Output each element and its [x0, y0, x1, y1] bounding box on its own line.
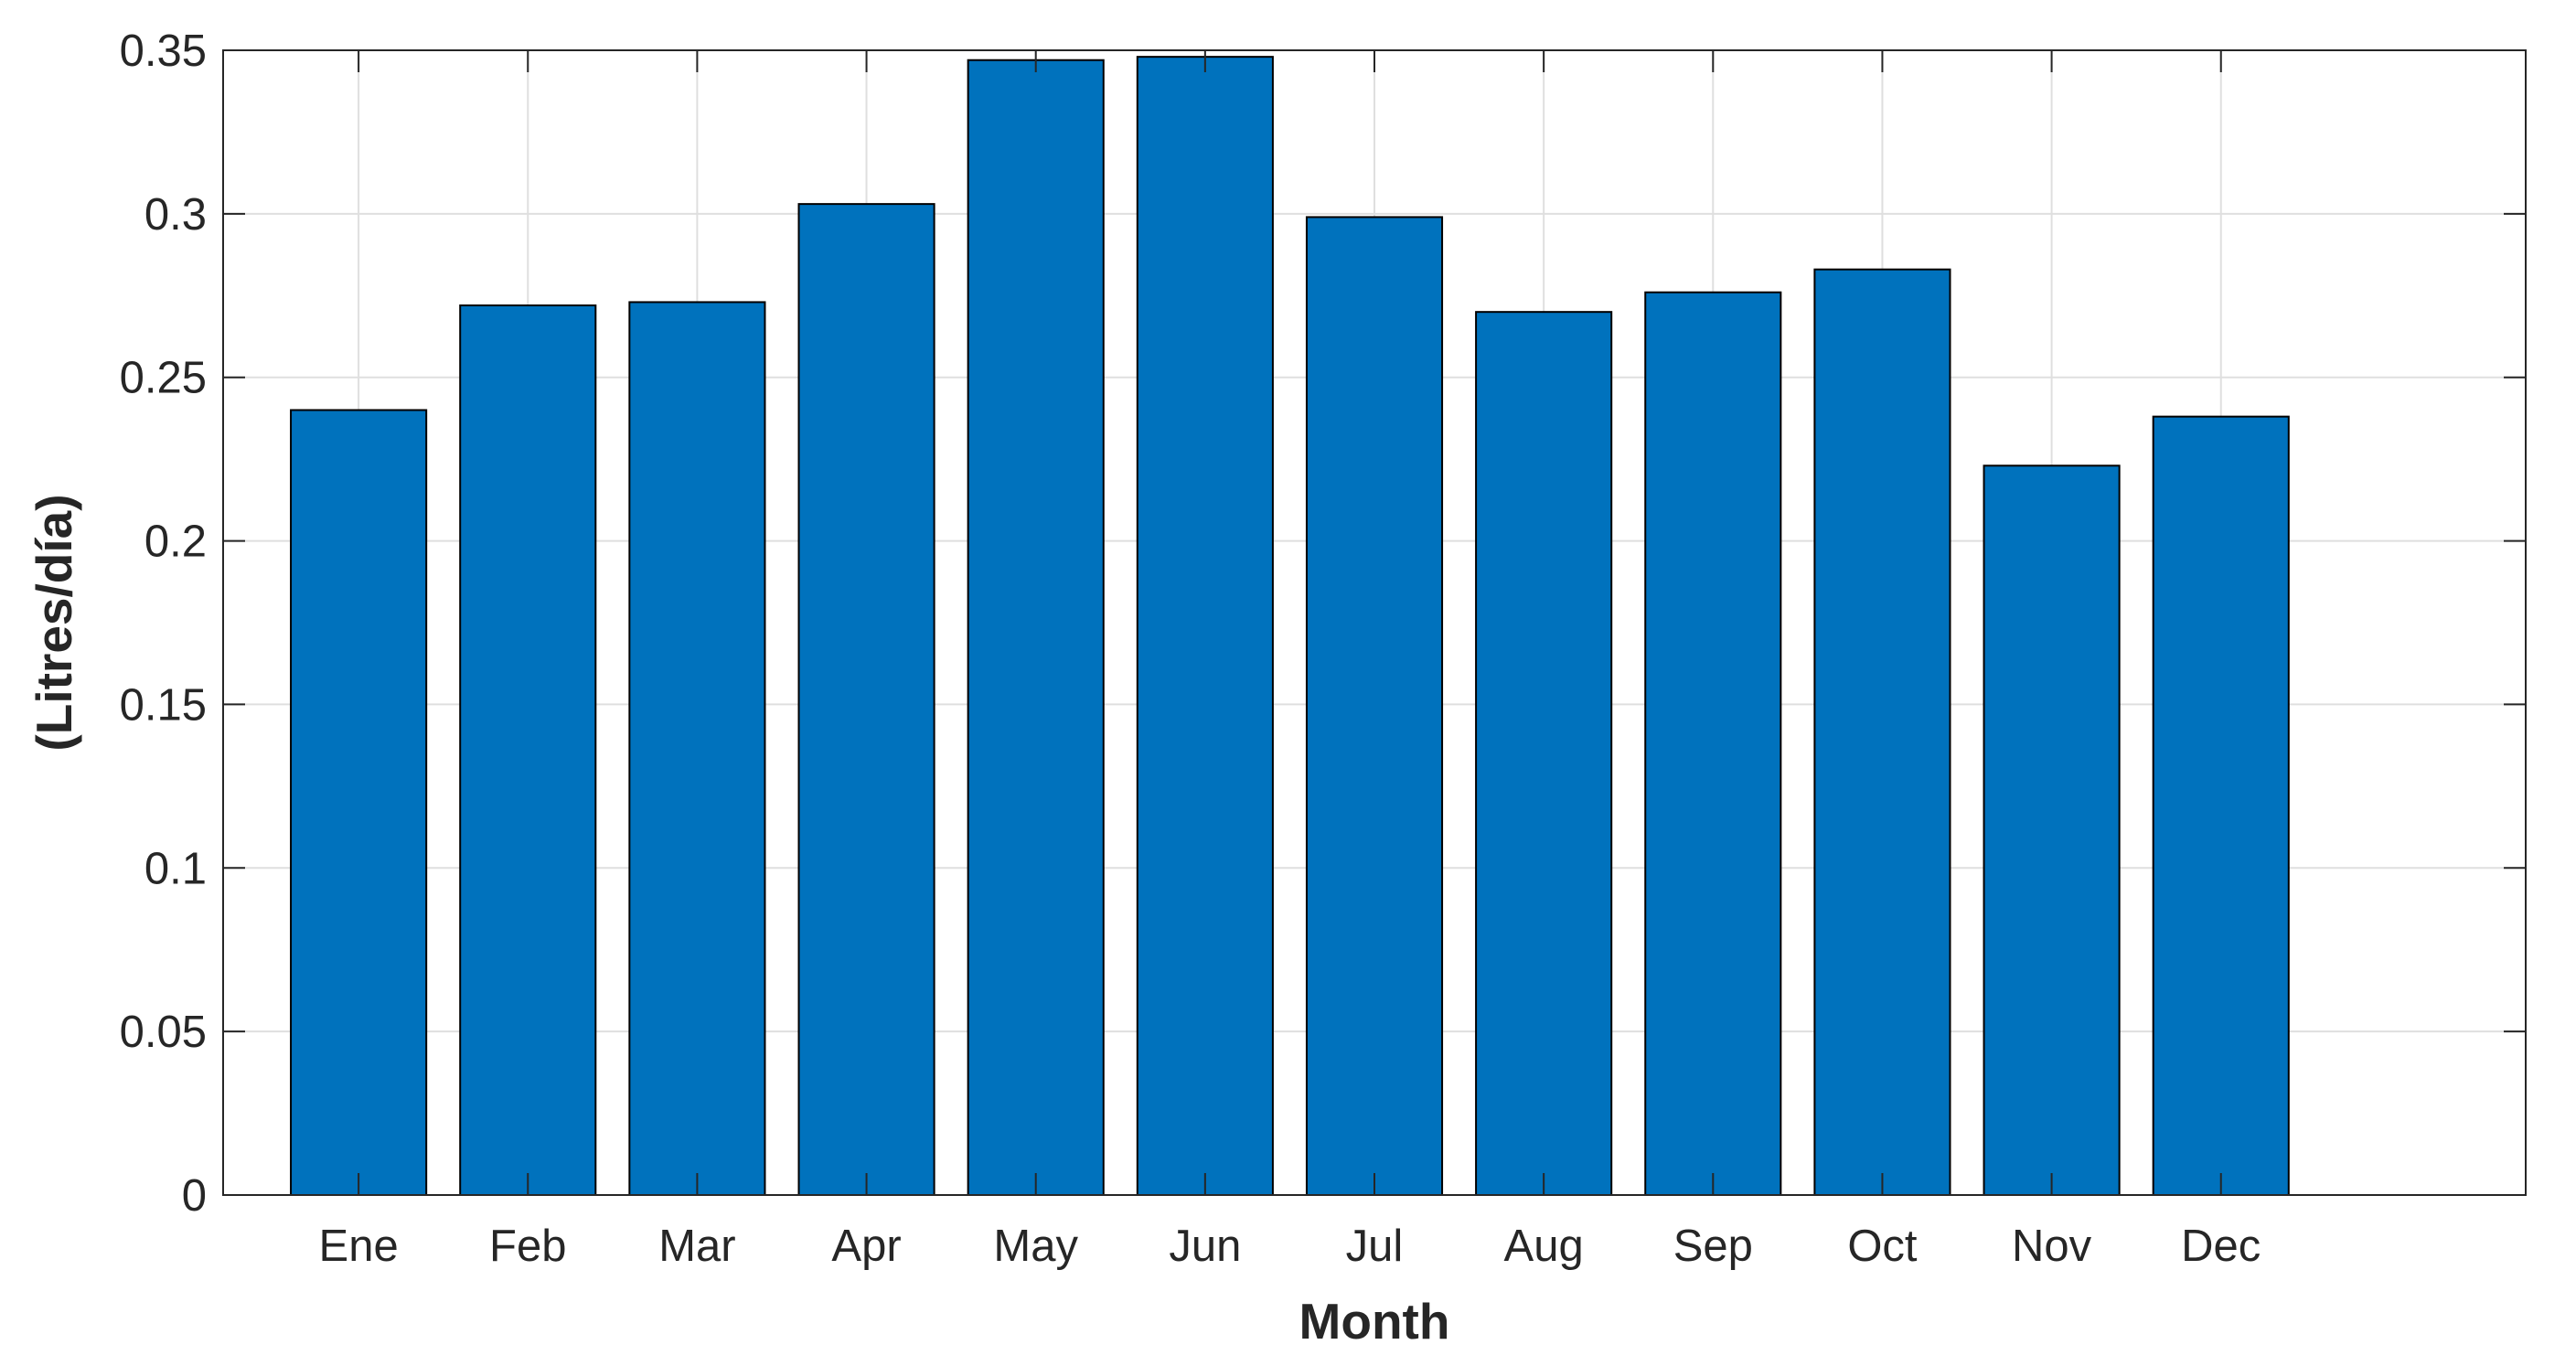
x-tick-label: Dec — [2181, 1222, 2261, 1271]
bar-ene — [290, 409, 428, 1196]
x-tick-label: Nov — [2012, 1222, 2092, 1271]
x-tick-label: Aug — [1504, 1222, 1584, 1271]
bar-oct — [1813, 268, 1951, 1196]
y-tick-label: 0.25 — [120, 354, 207, 403]
tick-marks — [223, 49, 2526, 1196]
x-tick-label: Jun — [1169, 1222, 1241, 1271]
bar-dec — [2152, 415, 2290, 1196]
bar-jul — [1305, 216, 1444, 1196]
x-tick-label: May — [993, 1222, 1078, 1271]
bar-feb — [459, 304, 597, 1196]
bar-apr — [797, 203, 935, 1196]
bar-nov — [1983, 464, 2121, 1197]
x-axis-title: Month — [1299, 1293, 1450, 1350]
x-tick-label: Apr — [831, 1222, 901, 1271]
bars — [290, 56, 2290, 1197]
x-tick-label: Mar — [658, 1222, 735, 1271]
x-tick-label: Ene — [319, 1222, 399, 1271]
y-axis-title: (Litres/día) — [26, 494, 82, 751]
x-tick-label: Feb — [489, 1222, 566, 1271]
bar-sep — [1644, 291, 1782, 1196]
x-tick-label: Oct — [1847, 1222, 1918, 1271]
y-tick-label: 0.2 — [144, 518, 207, 567]
bar-aug — [1475, 311, 1613, 1196]
y-tick-label: 0.05 — [120, 1008, 207, 1057]
y-tick-label: 0.1 — [144, 844, 207, 893]
x-tick-label: Sep — [1673, 1222, 1753, 1271]
x-tick-labels: Ene Feb Mar Apr May Jun Jul Aug Sep Oct Nov Dec — [319, 1222, 2261, 1271]
y-tick-label: 0.3 — [144, 190, 207, 240]
bar-jun — [1136, 56, 1274, 1196]
y-tick-label: 0.35 — [120, 27, 207, 76]
bar-mar — [628, 301, 766, 1196]
y-tick-label: 0 — [182, 1171, 207, 1221]
y-tick-label: 0.15 — [120, 680, 207, 730]
y-tick-labels: 0 0.05 0.1 0.15 0.2 0.25 0.3 0.35 — [120, 27, 207, 1221]
x-tick-label: Jul — [1346, 1222, 1404, 1271]
bar-may — [967, 59, 1105, 1196]
